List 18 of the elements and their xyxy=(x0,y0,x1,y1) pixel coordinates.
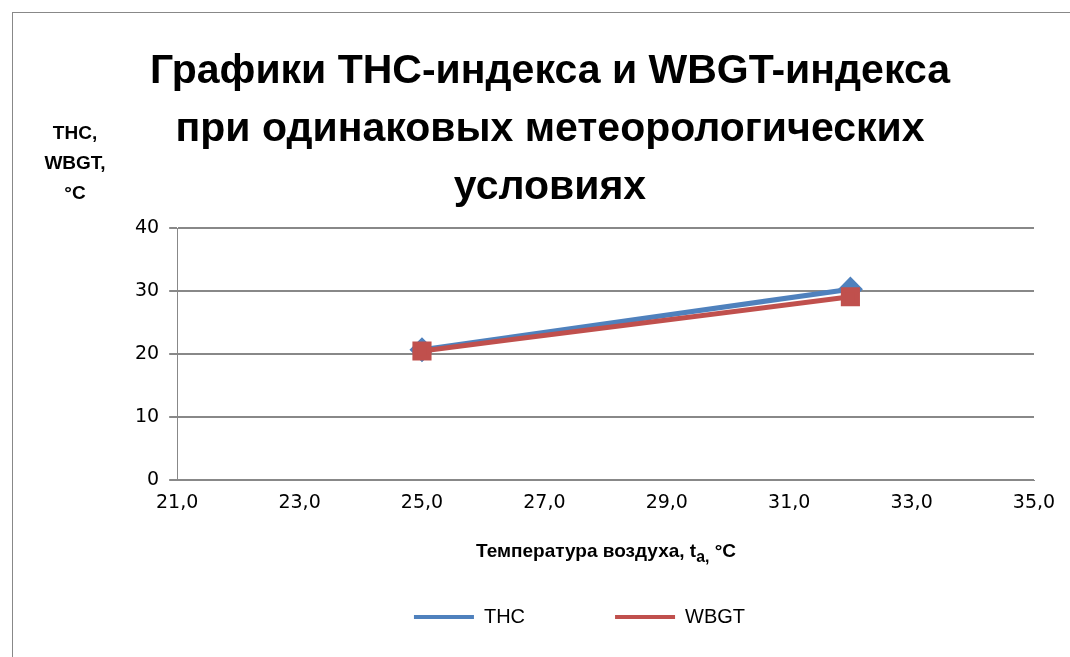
y-axis-title: THC, WBGT, °C xyxy=(43,121,107,205)
y-tick-label: 0 xyxy=(147,467,160,490)
y-tick-label: 10 xyxy=(134,404,160,427)
x-tick-label: 27,0 xyxy=(523,489,566,512)
y-tick-label: 30 xyxy=(134,277,160,300)
x-tick-label: 23,0 xyxy=(278,489,321,512)
x-tick-label: 33,0 xyxy=(890,489,933,512)
x-axis-title: Температура воздуха, t$_{a,}$ °C xyxy=(475,540,737,566)
x-tick-label: 21,0 xyxy=(156,489,199,512)
x-tick-label: 29,0 xyxy=(645,489,688,512)
chart-title: Графики THC-индекса и WBGT-индекса при одинаковых метеорологических условиях xyxy=(149,45,952,210)
x-tick-label: 31,0 xyxy=(768,489,811,512)
y-tick-label: 20 xyxy=(134,341,160,364)
legend-label: WBGT xyxy=(685,604,746,627)
y-tick-label: 40 xyxy=(134,214,160,237)
x-tick-label: 25,0 xyxy=(400,489,444,512)
x-tick-label: 35,0 xyxy=(1012,489,1056,512)
legend-label: THC xyxy=(483,604,526,627)
